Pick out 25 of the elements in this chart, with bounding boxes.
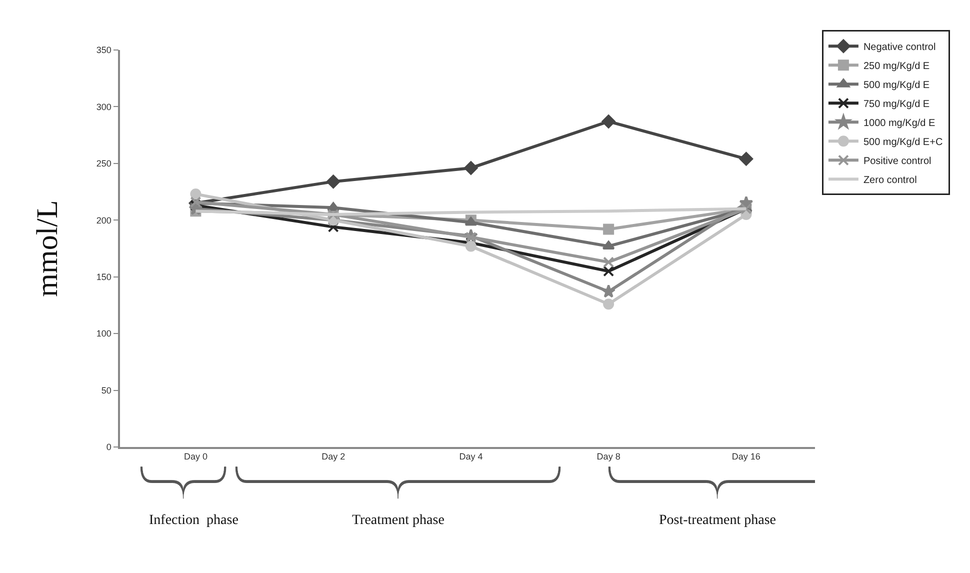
legend-label: 1000 mg/Kg/d E <box>863 118 936 130</box>
y-tick-label: 200 <box>96 215 112 226</box>
y-tick-label: 50 <box>101 385 112 396</box>
x-tick-label: Day 0 <box>184 452 208 462</box>
x-tick-label: Day 8 <box>596 452 620 462</box>
text: Post-treatment phase <box>659 513 776 528</box>
text: Treatment phase <box>352 513 444 528</box>
legend-label: Zero control <box>863 175 917 186</box>
legend-label: Negative control <box>863 42 936 54</box>
y-axis-title: mmol/L <box>30 200 64 297</box>
y-tick-label: 100 <box>96 328 112 339</box>
text: Infection phase <box>149 513 238 528</box>
x-tick-label: Day 4 <box>459 452 483 462</box>
y-tick-label: 0 <box>106 442 112 452</box>
legend-label: 500 mg/Kg/d E+C <box>863 137 943 148</box>
y-tick-label: 150 <box>96 272 112 282</box>
y-tick-label: 350 <box>96 45 112 56</box>
legend-label: Positive control <box>863 156 932 168</box>
x-tick-label: Day 16 <box>732 452 760 462</box>
y-tick-label: 250 <box>96 158 112 169</box>
y-tick-label: 300 <box>96 102 112 112</box>
legend-label: 750 mg/Kg/d E <box>863 99 930 110</box>
legend-label: 250 mg/Kg/d E <box>863 61 930 72</box>
legend-label: 500 mg/Kg/d E <box>863 80 930 92</box>
x-tick-label: Day 2 <box>322 452 346 462</box>
